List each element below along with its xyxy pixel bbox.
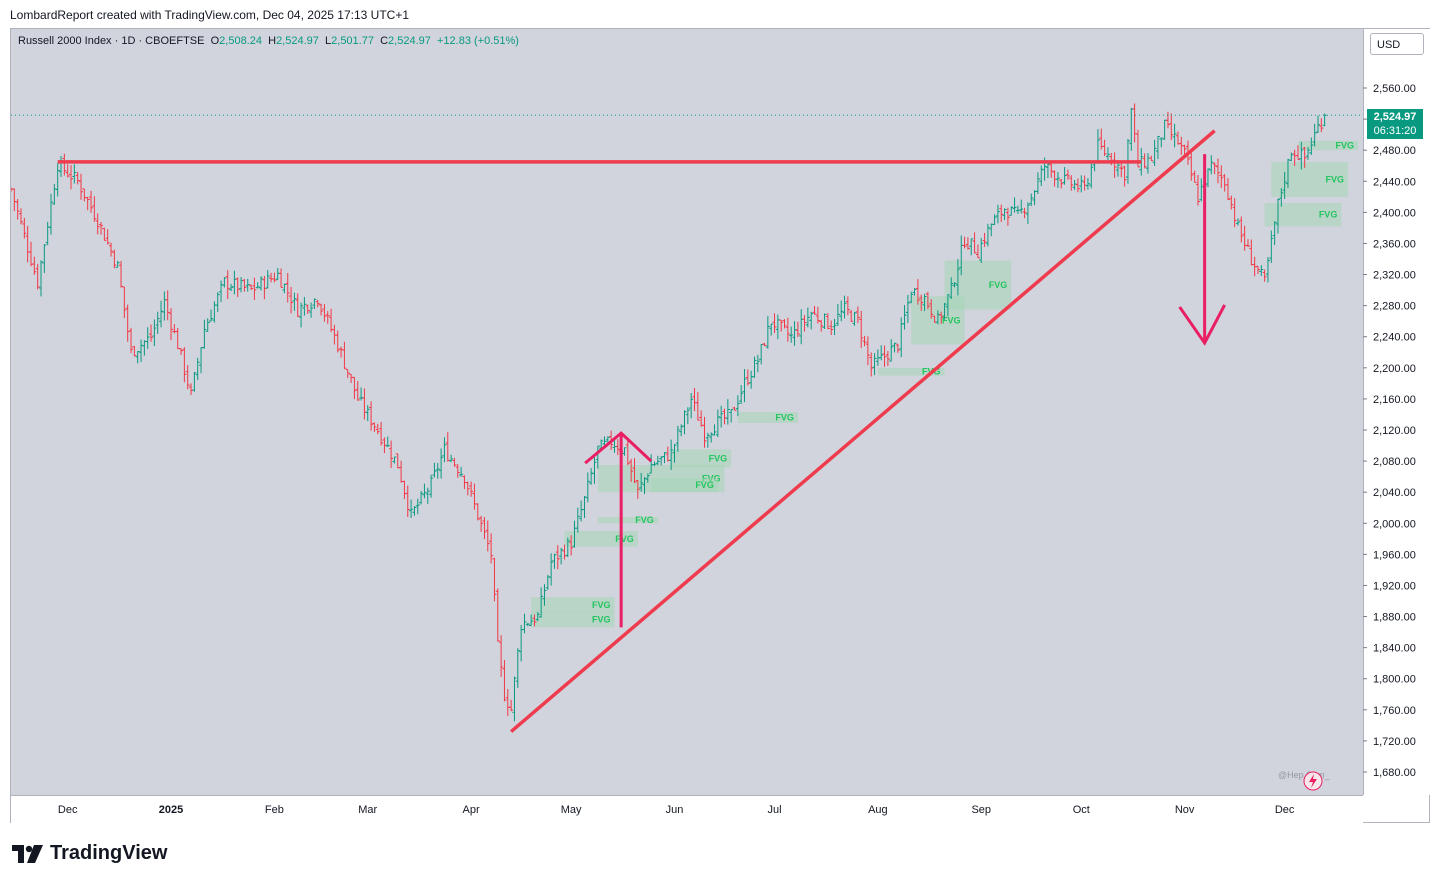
y-tick-label: 1,840.00 — [1373, 643, 1416, 655]
y-tick-label: 2,280.00 — [1373, 301, 1416, 313]
close-label: C — [380, 35, 389, 47]
y-tick-label: 2,360.00 — [1373, 238, 1416, 250]
x-tick-label: Oct — [1073, 804, 1090, 816]
high-value: 2,524.97 — [276, 35, 319, 47]
fvg-zone — [671, 449, 732, 468]
time-axis[interactable] — [11, 795, 1363, 823]
symbol-info[interactable]: Russell 2000 Index · 1D · CBOEFTSE — [18, 35, 205, 47]
tradingview-logo[interactable]: TradingView — [12, 842, 167, 865]
fvg-zone — [531, 611, 615, 628]
x-tick-label: 2025 — [159, 804, 183, 816]
x-tick-label: Apr — [463, 804, 480, 816]
change-value: +12.83 (+0.51%) — [437, 35, 519, 47]
fvg-zone — [531, 597, 615, 613]
y-tick-label: 2,560.00 — [1373, 83, 1416, 95]
last-price-value: 2,524.97 — [1373, 111, 1417, 123]
x-tick-label: Nov — [1175, 804, 1195, 816]
fvg-label: FVG — [695, 480, 714, 490]
y-tick-label: 2,400.00 — [1373, 207, 1416, 219]
low-value: 2,501.77 — [331, 35, 374, 47]
fvg-label: FVG — [615, 534, 634, 544]
fvg-label: FVG — [635, 515, 654, 525]
bar-countdown: 06:31:20 — [1373, 125, 1417, 137]
x-tick-label: May — [561, 804, 582, 816]
fvg-zone — [564, 531, 638, 547]
y-tick-label: 1,800.00 — [1373, 674, 1416, 686]
fvg-zone — [877, 367, 945, 376]
x-tick-label: Sep — [971, 804, 991, 816]
fvg-zone — [737, 412, 798, 424]
y-tick-label: 1,960.00 — [1373, 549, 1416, 561]
open-label: O — [210, 35, 220, 47]
fvg-label: FVG — [1335, 141, 1354, 151]
tradingview-logo-icon — [12, 844, 43, 863]
low-label: L — [325, 35, 332, 47]
high-label: H — [268, 35, 277, 47]
fvg-label: FVG — [592, 615, 611, 625]
watermark-text: @Hep Sam_ — [1278, 770, 1330, 780]
fvg-zone — [651, 478, 718, 493]
x-tick-label: Feb — [265, 804, 284, 816]
fvg-zone — [597, 517, 658, 524]
y-tick-label: 1,760.00 — [1373, 705, 1416, 717]
y-tick-label: 1,680.00 — [1373, 767, 1416, 779]
fvg-zone — [1297, 140, 1358, 151]
y-tick-label: 1,880.00 — [1373, 612, 1416, 624]
y-tick-label: 2,480.00 — [1373, 145, 1416, 157]
ohlc-legend: Russell 2000 Index · 1D · CBOEFTSE O2,50… — [18, 35, 519, 47]
up-arrow-head — [584, 431, 653, 465]
fvg-label: FVG — [775, 413, 794, 423]
fvg-zone — [1271, 161, 1348, 197]
chart-credit: LombardReport created with TradingView.c… — [10, 8, 409, 22]
y-tick-label: 2,080.00 — [1373, 456, 1416, 468]
fvg-label: FVG — [989, 280, 1008, 290]
down-arrow-head — [1178, 304, 1226, 346]
currency-selector[interactable]: USD — [1370, 33, 1424, 55]
fvg-label: FVG — [942, 315, 961, 325]
author-watermark: @Hep Sam_ — [1278, 770, 1330, 780]
x-tick-label: Mar — [358, 804, 377, 816]
fvg-zone — [1264, 203, 1342, 227]
y-tick-label: 2,160.00 — [1373, 394, 1416, 406]
x-tick-label: Aug — [868, 804, 888, 816]
close-value: 2,524.97 — [388, 35, 431, 47]
x-tick-label: Jul — [767, 804, 781, 816]
y-tick-label: 2,200.00 — [1373, 363, 1416, 375]
fvg-label: FVG — [1325, 174, 1344, 184]
open-value: 2,508.24 — [219, 35, 262, 47]
fvg-label: FVG — [1319, 210, 1338, 220]
y-tick-label: 1,920.00 — [1373, 580, 1416, 592]
fvg-label: FVG — [709, 453, 728, 463]
plot-layer: FVGFVGFVGFVGFVGFVGFVGFVGFVGFVGFVGFVGFVGF… — [11, 103, 1363, 733]
x-tick-label: Dec — [1275, 804, 1295, 816]
trend-line — [509, 129, 1216, 733]
y-tick-label: 1,720.00 — [1373, 736, 1416, 748]
y-tick-label: 2,440.00 — [1373, 176, 1416, 188]
y-tick-label: 2,320.00 — [1373, 270, 1416, 282]
y-tick-label: 2,120.00 — [1373, 425, 1416, 437]
fvg-zone — [944, 260, 1012, 310]
price-axis[interactable] — [1363, 29, 1430, 795]
fvg-label: FVG — [592, 600, 611, 610]
y-tick-label: 2,000.00 — [1373, 518, 1416, 530]
y-tick-label: 2,240.00 — [1373, 332, 1416, 344]
x-tick-label: Jun — [666, 804, 684, 816]
last-price-badge: 2,524.97 06:31:20 — [1367, 109, 1423, 139]
lightning-icon — [1303, 771, 1323, 791]
y-tick-label: 2,040.00 — [1373, 487, 1416, 499]
x-tick-label: Dec — [58, 804, 78, 816]
tradingview-wordmark: TradingView — [50, 842, 168, 864]
